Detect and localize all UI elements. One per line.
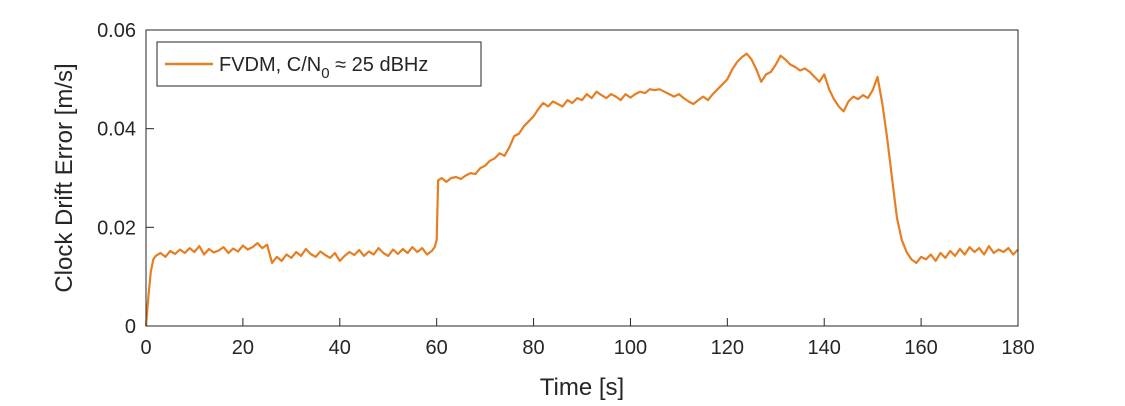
legend-box [156,41,482,87]
y-axis-label: Clock Drift Error [m/s] [51,63,78,292]
x-tick-label: 80 [522,337,544,359]
legend-label: FVDM, C/N0 ≈ 25 dBHz [219,54,428,82]
series-line-fvdm [144,52,1019,327]
x-tick-label: 140 [808,337,841,359]
x-axis-ticks: 0 20 40 60 80 100 120 140 160 180 [140,318,1035,359]
x-tick-label: 40 [329,337,351,359]
y-axis-ticks: 0 0.02 0.04 0.06 [97,20,154,338]
y-tick-label: 0.04 [97,119,136,141]
x-axis-label: Time [s] [540,374,624,401]
legend-label-suffix: ≈ 25 dBHz [330,54,429,76]
x-tick-label: 20 [232,337,254,359]
legend-label-prefix: FVDM, C/N [219,54,321,76]
y-tick-label: 0 [125,316,136,338]
y-tick-label: 0.02 [97,217,136,239]
legend: FVDM, C/N0 ≈ 25 dBHz [156,41,482,87]
x-tick-label: 120 [711,337,744,359]
x-tick-label: 0 [140,337,151,359]
x-tick-label: 60 [426,337,448,359]
x-tick-label: 160 [904,337,937,359]
legend-label-subscript: 0 [321,65,329,82]
x-tick-label: 100 [614,337,647,359]
y-tick-label: 0.06 [97,20,136,42]
x-tick-label: 180 [1001,337,1034,359]
plot-frame [145,29,1019,327]
